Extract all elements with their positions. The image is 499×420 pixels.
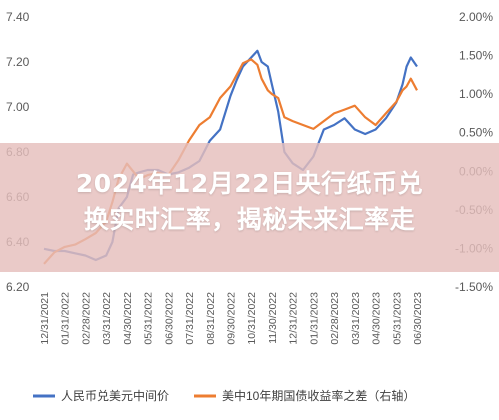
x-tick-label: 08/31/2022 (205, 292, 217, 345)
left-tick-label: 7.20 (6, 55, 30, 69)
x-tick-label: 12/31/2022 (288, 292, 300, 345)
right-tick-label: 1.50% (459, 49, 493, 63)
x-tick-label: 09/30/2022 (226, 292, 238, 345)
legend-label: 人民币兑美元中间价 (61, 388, 169, 403)
headline-banner (0, 143, 499, 272)
x-tick-label: 03/31/2022 (101, 292, 113, 345)
right-tick-label: -1.50% (455, 280, 493, 294)
x-tick-label: 02/28/2022 (80, 292, 92, 345)
legend-label: 美中10年期国债收益率之差（右轴） (222, 388, 415, 403)
x-tick-label: 11/30/2022 (267, 292, 279, 344)
right-tick-label: 2.00% (459, 10, 493, 24)
x-tick-label: 04/30/2023 (371, 292, 383, 345)
x-tick-label: 06/30/2022 (163, 292, 175, 345)
x-tick-label: 07/31/2022 (184, 292, 196, 345)
x-tick-label: 01/31/2022 (60, 292, 72, 345)
legend: 人民币兑美元中间价 美中10年期国债收益率之差（右轴） (33, 388, 415, 403)
x-tick-label: 03/31/2023 (350, 292, 362, 345)
x-tick-label: 04/30/2022 (122, 292, 134, 345)
headline-line-1: 2024年12月22日央行纸币兑 (75, 169, 424, 198)
x-tick-label: 10/31/2022 (246, 292, 258, 345)
right-tick-label: 1.00% (459, 87, 493, 101)
x-axis: 12/31/2021 01/31/2022 02/28/2022 03/31/2022… (39, 292, 424, 345)
left-tick-label: 7.00 (6, 100, 30, 114)
right-tick-label: 0.50% (459, 126, 493, 140)
x-tick-label: 05/31/2023 (391, 292, 403, 345)
headline: 2024年12月22日央行纸币兑 换实时汇率，揭秘未来汇率走 (0, 166, 499, 238)
x-tick-label: 01/31/2023 (308, 292, 320, 345)
left-tick-label: 6.20 (6, 280, 30, 294)
x-tick-label: 12/31/2021 (39, 292, 51, 345)
x-tick-label: 02/28/2023 (329, 292, 341, 345)
x-tick-label: 06/30/2023 (412, 292, 424, 345)
headline-line-2: 换实时汇率，揭秘未来汇率走 (83, 205, 416, 234)
left-tick-label: 7.40 (6, 10, 30, 24)
x-tick-label: 05/31/2022 (143, 292, 155, 345)
